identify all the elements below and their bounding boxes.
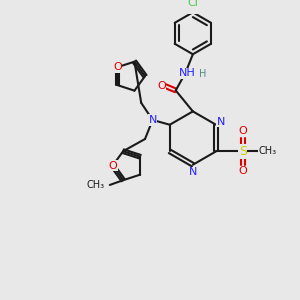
Text: H: H <box>199 69 206 79</box>
Text: O: O <box>238 126 247 136</box>
Text: CH₃: CH₃ <box>258 146 277 156</box>
Text: O: O <box>113 62 122 72</box>
Text: O: O <box>157 81 166 91</box>
Text: Cl: Cl <box>188 0 198 8</box>
Text: S: S <box>238 145 247 158</box>
Text: N: N <box>189 167 197 177</box>
Text: O: O <box>108 161 117 171</box>
Text: O: O <box>238 167 247 176</box>
Text: N: N <box>148 115 157 125</box>
Text: NH: NH <box>179 68 196 78</box>
Text: CH₃: CH₃ <box>87 180 105 190</box>
Text: N: N <box>217 117 225 127</box>
